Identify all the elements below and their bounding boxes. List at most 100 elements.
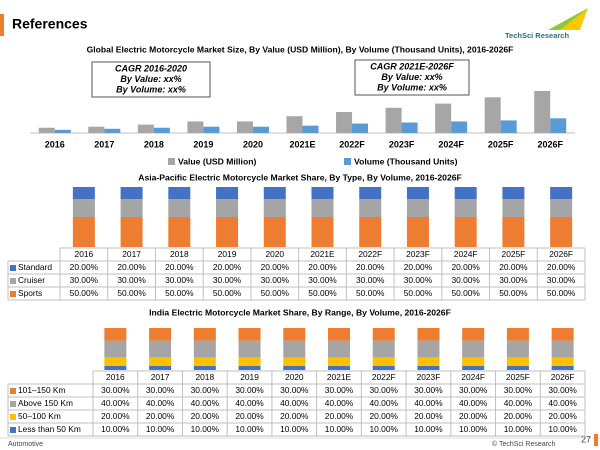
data-label: 10.00% (548, 424, 577, 434)
legend-label: Volume (Thousand Units) (354, 156, 458, 166)
bar (187, 121, 204, 133)
bar-segment (120, 187, 143, 199)
bar-segment (104, 328, 127, 341)
bar-segment (417, 365, 440, 370)
bar-segment (550, 199, 573, 217)
data-label: 40.00% (280, 398, 309, 408)
bar-segment (238, 365, 261, 370)
data-label: 10.00% (235, 424, 264, 434)
data-label: 30.00% (165, 275, 194, 285)
table-header: 2025F (502, 249, 526, 259)
data-label: 30.00% (414, 385, 443, 395)
data-label: 40.00% (414, 398, 443, 408)
data-label: 30.00% (261, 275, 290, 285)
bar-segment (551, 328, 574, 341)
table-header: 2016 (106, 372, 125, 382)
data-label: 40.00% (146, 398, 175, 408)
bar-segment (263, 199, 286, 217)
table-header: 2023F (406, 249, 430, 259)
bar-segment (406, 199, 429, 217)
bar (435, 103, 452, 133)
data-label: 20.00% (504, 411, 533, 421)
annotation-text: By Value: xx% (120, 74, 181, 84)
data-label: 50.00% (308, 288, 337, 298)
x-tick-label: 2020 (243, 139, 263, 149)
annotation-text: By Value: xx% (381, 72, 442, 82)
bar-segment (263, 217, 286, 247)
data-label: 20.00% (414, 411, 443, 421)
legend-label: Less than 50 Km (18, 424, 81, 434)
data-label: 10.00% (191, 424, 220, 434)
bar (336, 112, 353, 133)
bar (203, 126, 220, 133)
legend-label: Value (USD Million) (178, 156, 256, 166)
legend-swatch (10, 388, 16, 394)
annotation-text: CAGR 2021E-2026F (370, 61, 454, 71)
table-header: 2022F (358, 249, 382, 259)
data-label: 10.00% (325, 424, 354, 434)
data-label: 30.00% (213, 275, 242, 285)
data-label: 30.00% (101, 385, 130, 395)
bar-segment (168, 217, 191, 247)
data-label: 40.00% (325, 398, 354, 408)
table-header: 2019 (218, 249, 237, 259)
table-header: 2017 (122, 249, 141, 259)
bar (104, 128, 121, 133)
bar-segment (550, 217, 573, 247)
bar-segment (417, 357, 440, 366)
bar-segment (372, 357, 395, 366)
x-tick-label: 2023F (389, 139, 415, 149)
data-label: 30.00% (325, 385, 354, 395)
data-label: 20.00% (101, 411, 130, 421)
bar (401, 122, 418, 133)
data-label: 30.00% (308, 275, 337, 285)
bar-segment (372, 328, 395, 341)
footer-right: © TechSci Research (492, 440, 555, 448)
data-label: 30.00% (117, 275, 146, 285)
bar-segment (506, 357, 529, 366)
bar-segment (502, 199, 525, 217)
table-header: 2018 (195, 372, 214, 382)
bar-segment (238, 340, 261, 358)
bar (54, 129, 71, 133)
bar-segment (149, 328, 172, 341)
legend-swatch (10, 427, 16, 433)
bar (137, 124, 154, 133)
data-label: 40.00% (370, 398, 399, 408)
bar-segment (328, 357, 350, 366)
bar (352, 123, 369, 133)
table-header: 2020 (285, 372, 304, 382)
table-header: 2025F (506, 372, 530, 382)
bar (88, 126, 105, 133)
bar-segment (263, 187, 286, 199)
bar-segment (120, 199, 143, 217)
data-label: 20.00% (70, 262, 99, 272)
legend-label: Standard (18, 262, 52, 272)
data-label: 30.00% (459, 385, 488, 395)
bar-segment (149, 357, 172, 366)
data-label: 40.00% (235, 398, 264, 408)
bar-segment (454, 187, 477, 199)
data-label: 20.00% (370, 411, 399, 421)
annotation-box (91, 61, 211, 98)
annotation-text: By Volume: xx% (116, 84, 186, 94)
data-label: 40.00% (459, 398, 488, 408)
legend-swatch (168, 158, 175, 165)
bar-segment (462, 328, 485, 341)
bar-segment (149, 340, 172, 358)
chart-title: India Electric Motorcycle Market Share, … (149, 307, 451, 317)
bar-segment (506, 365, 529, 370)
data-label: 50.00% (213, 288, 242, 298)
bar (38, 127, 55, 133)
bar-segment (193, 357, 216, 366)
bar (236, 121, 253, 133)
data-label: 50.00% (70, 288, 99, 298)
bar-segment (149, 365, 172, 370)
bar-segment (359, 187, 382, 199)
bar-segment (328, 340, 350, 358)
data-label: 20.00% (165, 262, 194, 272)
data-label: 50.00% (261, 288, 290, 298)
data-label: 20.00% (548, 411, 577, 421)
legend-label: Sports (18, 288, 42, 298)
table-header: 2026F (549, 249, 573, 259)
